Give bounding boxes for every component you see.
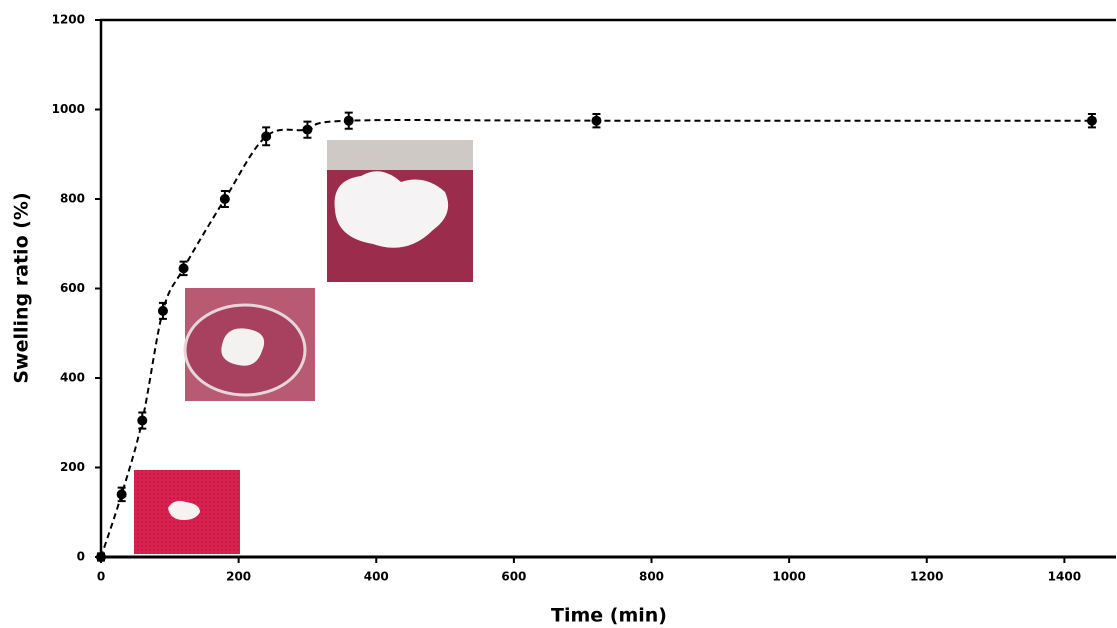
x-tick-label: 800 xyxy=(639,570,664,584)
x-tick-label: 1000 xyxy=(772,570,805,584)
photo-3 xyxy=(327,140,473,282)
data-point xyxy=(591,115,602,126)
y-tick-label: 200 xyxy=(60,460,85,474)
x-tick-label: 1400 xyxy=(1048,570,1081,584)
x-tick-label: 0 xyxy=(97,570,105,584)
data-point xyxy=(178,263,189,274)
y-tick-label: 0 xyxy=(77,550,85,564)
y-tick-label: 800 xyxy=(60,192,85,206)
data-point xyxy=(343,115,354,126)
x-tick-label: 1200 xyxy=(910,570,943,584)
photo-2 xyxy=(183,288,315,401)
y-tick-label: 1000 xyxy=(52,102,85,116)
data-point xyxy=(96,552,106,562)
x-tick-label: 200 xyxy=(226,570,251,584)
data-point xyxy=(116,489,127,500)
photo-1 xyxy=(134,470,240,554)
data-point xyxy=(157,305,168,316)
y-tick-label: 400 xyxy=(60,371,85,385)
x-tick-label: 600 xyxy=(501,570,526,584)
x-axis-title: Time (min) xyxy=(551,605,667,627)
data-point xyxy=(1086,115,1097,126)
y-axis-title: Swelling ratio (%) xyxy=(11,192,33,383)
data-point xyxy=(219,194,230,204)
y-tick-label: 1200 xyxy=(52,13,85,27)
data-point xyxy=(137,415,148,426)
data-point xyxy=(261,131,272,142)
data-point xyxy=(302,124,313,135)
x-tick-label: 400 xyxy=(364,570,389,584)
y-tick-label: 600 xyxy=(60,281,85,295)
